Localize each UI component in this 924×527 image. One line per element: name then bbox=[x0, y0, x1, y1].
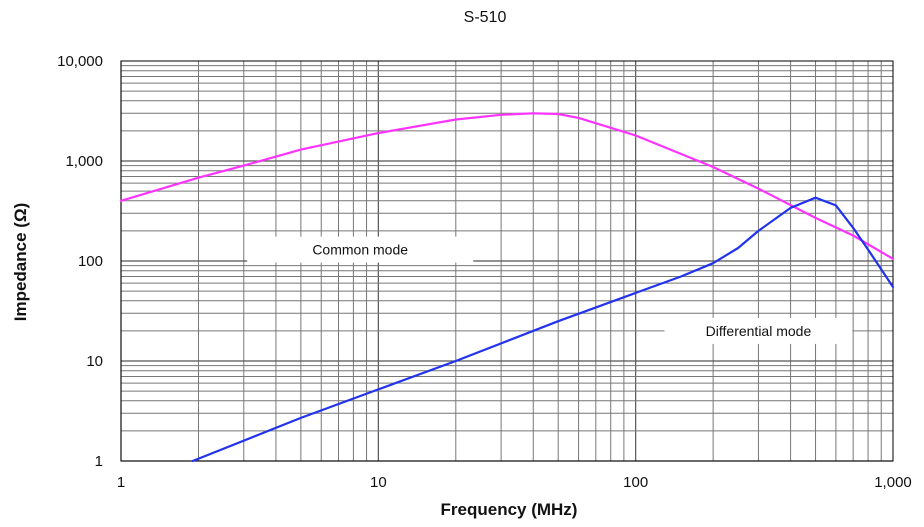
chart-title: S-510 bbox=[464, 9, 507, 26]
annotation-label: Common mode bbox=[312, 242, 408, 258]
y-tick-label: 1 bbox=[95, 453, 103, 470]
y-axis-label: Impedance (Ω) bbox=[11, 203, 30, 322]
plot-frame bbox=[120, 60, 894, 462]
y-tick-label: 10,000 bbox=[57, 53, 103, 70]
series-line-differential-mode bbox=[191, 196, 895, 463]
y-tick-label: 1,000 bbox=[65, 153, 103, 170]
x-tick-label: 1 bbox=[117, 474, 125, 491]
x-tick-label: 100 bbox=[623, 474, 648, 491]
x-tick-label: 1,000 bbox=[874, 474, 912, 491]
series-line-common-mode bbox=[119, 112, 895, 260]
y-tick-label: 100 bbox=[78, 253, 103, 270]
series-layer bbox=[119, 112, 895, 463]
y-tick-label: 10 bbox=[86, 353, 103, 370]
x-axis-label: Frequency (MHz) bbox=[441, 500, 578, 519]
annotation-label: Differential mode bbox=[706, 323, 812, 339]
annotation-layer: Common mode Differential mode bbox=[247, 236, 853, 344]
annotation-box bbox=[247, 236, 474, 263]
annotation-box bbox=[664, 317, 853, 344]
tick-labels: 1 10 100 1,000 1 10 100 1,000 10,000 bbox=[57, 53, 912, 491]
x-tick-label: 10 bbox=[370, 474, 387, 491]
